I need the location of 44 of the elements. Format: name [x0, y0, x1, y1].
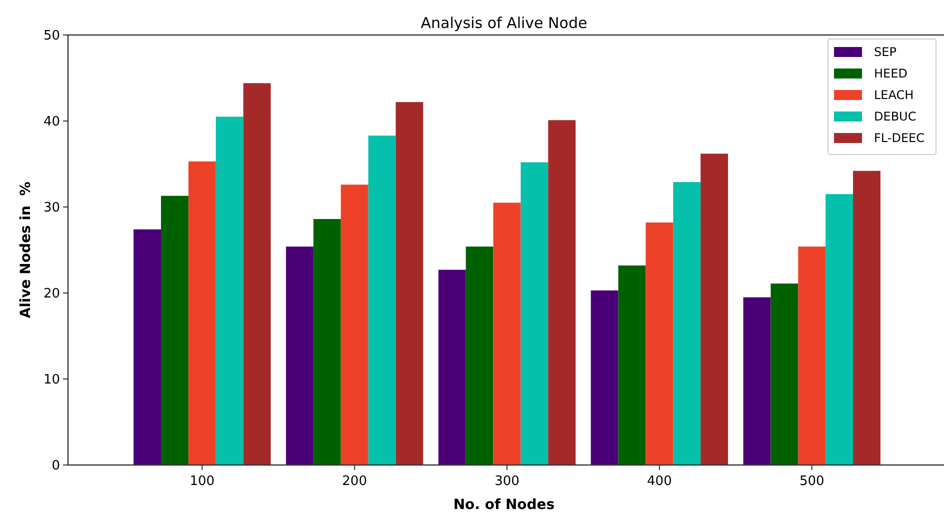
bar: [340, 184, 368, 465]
bar: [826, 194, 854, 465]
bar: [548, 120, 576, 465]
bar: [286, 246, 314, 465]
legend-label: DEBUC: [874, 110, 916, 124]
bar: [493, 202, 521, 465]
x-tick-label: 200: [342, 474, 367, 489]
bar: [368, 136, 396, 465]
x-tick-label: 100: [190, 474, 215, 489]
bar: [673, 182, 701, 465]
y-tick-label: 20: [43, 286, 60, 302]
x-tick-label: 500: [799, 474, 824, 489]
bar: [216, 116, 244, 465]
legend-label: HEED: [874, 66, 908, 80]
y-tick-label: 30: [43, 200, 60, 216]
legend-label: FL-DEEC: [874, 131, 924, 145]
y-tick-label: 10: [43, 372, 60, 388]
legend-label: LEACH: [874, 88, 914, 102]
bar: [700, 154, 728, 465]
bar: [798, 246, 826, 465]
bar: [160, 196, 188, 465]
bar: [520, 162, 548, 465]
bar: [618, 265, 646, 465]
x-tick-label: 400: [647, 474, 672, 489]
bar: [590, 290, 618, 465]
y-tick-label: 50: [43, 28, 60, 44]
bar: [743, 297, 771, 465]
y-tick-label: 0: [52, 458, 60, 474]
bar: [134, 229, 161, 465]
bar: [853, 170, 880, 465]
y-axis-title: Alive Nodes in %: [18, 182, 34, 318]
bar: [188, 161, 216, 465]
y-tick-label: 40: [43, 114, 60, 130]
chart-title: Analysis of Alive Node: [420, 14, 588, 32]
legend-label: SEP: [874, 45, 896, 59]
bar: [770, 284, 798, 465]
bar: [396, 102, 424, 465]
bar: [313, 219, 341, 465]
x-tick-label: 300: [494, 474, 520, 489]
bar: [438, 270, 466, 465]
bar: [466, 246, 494, 465]
x-axis-title: No. of Nodes: [453, 497, 555, 513]
bar: [243, 83, 271, 465]
bar: [646, 222, 674, 465]
